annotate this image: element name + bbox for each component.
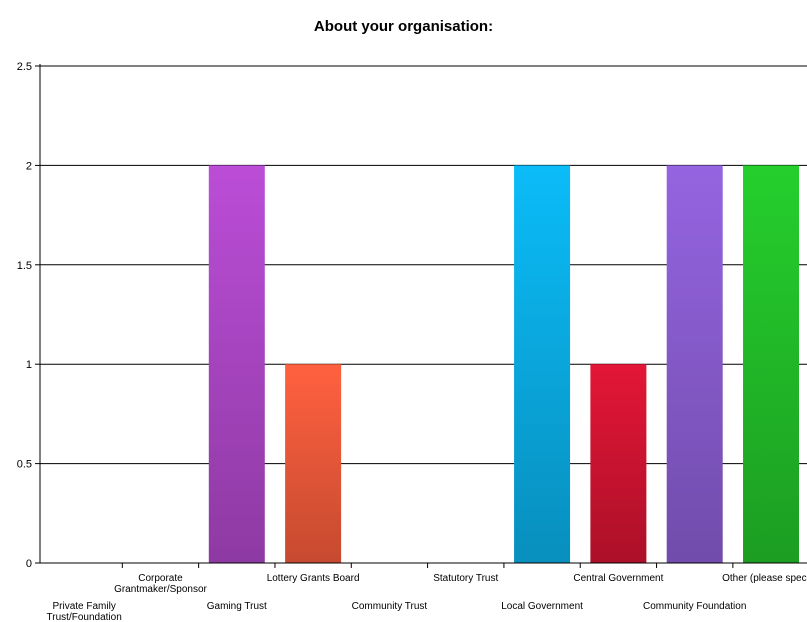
axis-layer [35, 64, 807, 568]
bar [666, 165, 723, 563]
y-tick-label: 2.5 [17, 61, 32, 73]
y-tick-label: 1 [26, 359, 32, 371]
x-category-label: Gaming Trust [207, 601, 267, 612]
x-category-label: Other (please specify) [722, 573, 807, 584]
x-category-label: Community Trust [352, 601, 428, 612]
chart-title: About your organisation: [313, 18, 494, 35]
y-tick-label: 1.5 [17, 260, 32, 272]
x-category-label: Local Government [501, 601, 583, 612]
bar-layer [208, 165, 800, 563]
x-category-label: Community Foundation [643, 601, 746, 612]
x-category-label: Corporate Grantmaker/Sponsor [114, 573, 207, 595]
y-tick-label: 0 [26, 558, 32, 570]
y-tick-label: 2 [26, 160, 32, 172]
x-category-label: Lottery Grants Board [267, 573, 360, 584]
bar [514, 165, 571, 563]
y-tick-label: 0.5 [17, 459, 32, 471]
x-category-label: Private Family Trust/Foundation [47, 601, 122, 622]
x-category-label: Central Government [573, 573, 663, 584]
label-layer: 0 0.5 1 1.5 2 2.5 Private Family Trust/Foundati… [17, 61, 807, 622]
bar [743, 165, 800, 563]
x-category-label: Statutory Trust [433, 573, 498, 584]
bar [208, 165, 265, 563]
bar [590, 364, 647, 563]
bar [285, 364, 342, 563]
